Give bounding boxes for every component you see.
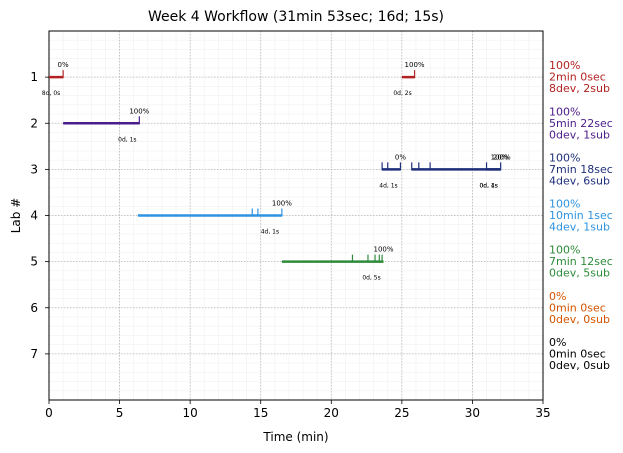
lab-2-summary-line: 0dev, 1sub <box>549 128 610 141</box>
x-tick-label: 10 <box>183 406 198 420</box>
lab-3-summary-line: 7min 18sec <box>549 163 613 176</box>
lab-3-pct-label: 100% <box>491 153 511 161</box>
x-axis: 0 5 10 15 20 25 30 35 <box>45 400 551 420</box>
lab-3-summary-line: 100% <box>549 151 580 164</box>
y-tick-label: 3 <box>30 162 38 176</box>
lab-2-count-label: 0d, 1s <box>118 136 136 143</box>
lab-3-pct-label: 0% <box>395 153 406 161</box>
lab-4-pct-label: 100% <box>272 200 292 208</box>
lab-5-pct-label: 100% <box>374 246 394 254</box>
lab-2-summary-line: 100% <box>549 105 580 118</box>
x-tick-label: 0 <box>45 406 53 420</box>
lab-1-summary-line: 8dev, 2sub <box>549 82 610 95</box>
lab-1-count-label: 0d, 2s <box>393 90 411 97</box>
x-tick-label: 20 <box>324 406 339 420</box>
lab-4-count-label: 4d, 1s <box>261 229 279 236</box>
lab-5-count-label: 0d, 5s <box>362 275 380 282</box>
lab-1-summary-line: 2min 0sec <box>549 71 606 84</box>
x-tick-label: 30 <box>465 406 480 420</box>
lab-1-pct-label: 100% <box>405 61 425 69</box>
lab-7-summary-line: 0dev, 0sub <box>549 359 610 372</box>
x-tick-label: 25 <box>394 406 409 420</box>
lab-3-count-label: 0d, 4s <box>479 182 497 189</box>
lab-5-summary-line: 0dev, 5sub <box>549 267 610 280</box>
lab-3-count-label: 4d, 1s <box>379 182 397 189</box>
chart-title: Week 4 Workflow (31min 53sec; 16d; 15s) <box>148 9 444 25</box>
y-tick-label: 7 <box>30 347 38 361</box>
lab-3-summary-line: 4dev, 6sub <box>549 174 610 187</box>
lab-timelines: 0% 8d, 0s 100% 0d, 2s 100% 0d, 1s 0% 4d, 1s 20% 0… <box>42 61 511 282</box>
lab-7-summary-line: 0% <box>549 336 566 349</box>
y-tick-label: 2 <box>30 116 38 130</box>
lab-2-pct-label: 100% <box>129 107 149 115</box>
lab-6-summary-line: 0dev, 0sub <box>549 313 610 326</box>
y-tick-label: 6 <box>30 301 38 315</box>
lab-4-summary-line: 100% <box>549 198 580 211</box>
y-tick-label: 1 <box>30 70 38 84</box>
lab-1-pct-label: 0% <box>58 61 69 69</box>
x-axis-label: Time (min) <box>262 430 328 444</box>
y-axis-label: Lab # <box>9 198 23 234</box>
y-tick-label: 5 <box>30 255 38 269</box>
lab-6-summary-line: 0min 0sec <box>549 301 606 314</box>
lab-3-count-label: 0d, 1s <box>479 182 497 189</box>
lab-4-summary-line: 4dev, 1sub <box>549 221 610 234</box>
y-axis: 1 2 3 4 5 6 7 <box>30 70 49 361</box>
x-tick-label: 35 <box>535 406 550 420</box>
lab-1-summary-line: 100% <box>549 59 580 72</box>
x-tick-label: 5 <box>116 406 124 420</box>
lab-4-summary-line: 10min 1sec <box>549 209 613 222</box>
x-tick-label: 15 <box>253 406 268 420</box>
y-tick-label: 4 <box>30 209 38 223</box>
lab-1-count-label: 8d, 0s <box>42 90 60 97</box>
lab-5-summary-line: 100% <box>549 244 580 257</box>
lab-6-summary-line: 0% <box>549 290 566 303</box>
lab-5-summary-line: 7min 12sec <box>549 255 613 268</box>
lab-3-pct-label: 20% <box>493 153 509 161</box>
grid <box>48 30 544 401</box>
lab-7-summary-line: 0min 0sec <box>549 347 606 360</box>
lab-2-summary-line: 5min 22sec <box>549 117 613 130</box>
